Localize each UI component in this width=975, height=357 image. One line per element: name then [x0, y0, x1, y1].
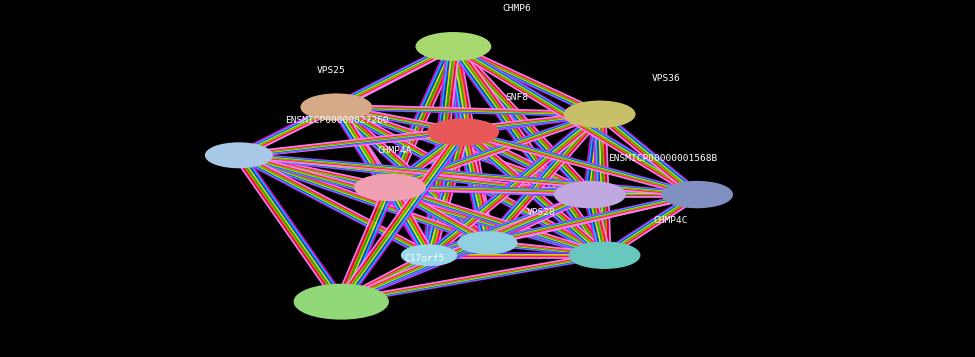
Circle shape — [662, 182, 732, 207]
Text: CHMP4A: CHMP4A — [377, 146, 412, 155]
Circle shape — [294, 285, 388, 319]
Circle shape — [428, 119, 498, 145]
Text: SNF8: SNF8 — [505, 93, 528, 102]
Circle shape — [458, 232, 517, 253]
Circle shape — [555, 182, 625, 207]
Text: VPS25: VPS25 — [317, 66, 346, 75]
Text: VPS36: VPS36 — [651, 74, 681, 83]
Circle shape — [206, 143, 272, 167]
Text: CHMP6: CHMP6 — [502, 4, 531, 13]
Text: ENSMICP00000001568B: ENSMICP00000001568B — [608, 154, 718, 163]
Text: C17orf5: C17orf5 — [404, 254, 445, 263]
Circle shape — [402, 245, 456, 265]
Circle shape — [416, 33, 490, 60]
Circle shape — [301, 94, 371, 120]
Text: CHMP4C: CHMP4C — [653, 216, 688, 225]
Text: ENSMICP00000027260: ENSMICP00000027260 — [285, 116, 388, 125]
Circle shape — [355, 175, 425, 200]
Circle shape — [569, 242, 640, 268]
Text: VPS28: VPS28 — [526, 208, 556, 217]
Circle shape — [565, 101, 635, 127]
